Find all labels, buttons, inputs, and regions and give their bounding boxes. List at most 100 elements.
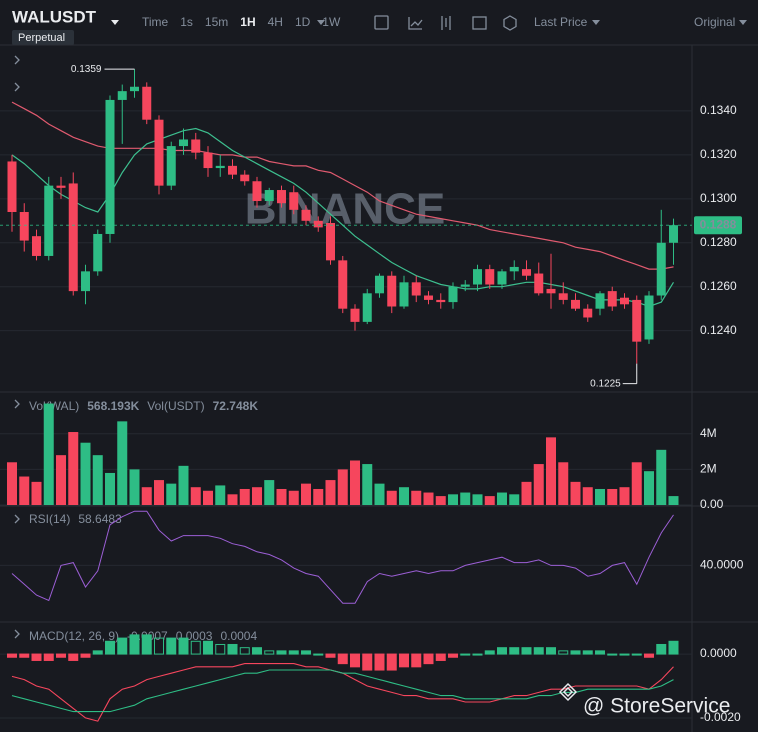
price-type-dropdown[interactable]: [592, 20, 600, 25]
candle-body: [571, 299, 580, 309]
macd-histogram: [644, 653, 654, 658]
more-dropdown[interactable]: [317, 20, 325, 25]
candle-body: [154, 119, 164, 186]
candle-body: [166, 146, 176, 186]
macd-histogram: [435, 653, 446, 661]
candle-body: [68, 183, 78, 292]
volume-bar: [56, 455, 66, 505]
macd-histogram: [386, 653, 397, 671]
price-type[interactable]: Last Price: [534, 15, 588, 29]
macd-histogram: [129, 634, 140, 655]
view-dropdown[interactable]: [739, 20, 747, 25]
candle-body: [240, 174, 250, 182]
footer-watermark: @ StoreService: [583, 695, 730, 718]
interval-tab[interactable]: 1W: [322, 15, 341, 29]
layout-icon[interactable]: [472, 16, 487, 30]
candle-body: [130, 86, 139, 92]
candle-body: [313, 220, 323, 228]
candle-body: [436, 299, 446, 303]
view-mode[interactable]: Original: [694, 15, 735, 29]
interval-tab[interactable]: 1s: [180, 15, 193, 29]
volume-bar: [252, 487, 262, 505]
macd-histogram: [325, 653, 336, 658]
interval-tab[interactable]: 1D: [295, 15, 311, 29]
calendar-icon[interactable]: [374, 15, 389, 30]
volume-bar: [166, 483, 177, 505]
candle-body: [595, 293, 605, 309]
macd-histogram: [166, 637, 177, 655]
toolbar: Time 1s 15m 1H 4H 1D 1W: [142, 15, 341, 29]
volume-bar: [656, 449, 667, 505]
watermark: BINANCE: [245, 185, 445, 234]
candle-body: [228, 165, 237, 175]
symbol[interactable]: WALUSDT: [12, 7, 97, 26]
candle-body: [362, 293, 372, 322]
macd-histogram: [607, 653, 618, 656]
volume-bar: [435, 496, 446, 505]
line: [11, 101, 674, 270]
candle-body: [105, 99, 115, 234]
indicator-icon[interactable]: [408, 17, 423, 30]
candle-body: [326, 222, 335, 261]
candle-body: [607, 291, 617, 307]
volume-bar: [472, 494, 483, 505]
interval-tab[interactable]: 4H: [268, 15, 283, 29]
macd-histogram: [668, 640, 679, 655]
macd-histogram: [252, 647, 262, 655]
interval-tab[interactable]: 15m: [205, 15, 228, 29]
macd-histogram: [80, 653, 91, 658]
volume-bar: [105, 472, 115, 505]
panel-toggles[interactable]: [14, 399, 20, 639]
macd-histogram: [399, 653, 409, 668]
expand-arrows[interactable]: [14, 55, 20, 92]
y-tick-label: 0.1320: [700, 147, 737, 161]
last-price-label: 0.1288: [700, 217, 737, 231]
macd-histogram: [68, 653, 79, 661]
macd-histogram: [7, 653, 17, 658]
interval-tab[interactable]: Time: [142, 15, 169, 29]
volume-bar: [497, 492, 507, 505]
macd-histogram: [656, 643, 667, 655]
candle-icon[interactable]: [441, 16, 451, 30]
symbol-dropdown[interactable]: [111, 20, 119, 25]
settings-icon[interactable]: [503, 15, 517, 31]
candle-body: [19, 212, 29, 241]
candle-body: [81, 271, 90, 292]
candle-body: [509, 266, 519, 272]
y-tick-label: 0.0000: [700, 646, 737, 660]
legend-text: 0.0004: [220, 629, 257, 643]
legend-text: MACD(12, 26, 9): [29, 629, 119, 643]
candle-body: [289, 192, 299, 210]
macd-histogram: [631, 653, 642, 656]
macd-histogram: [337, 653, 348, 665]
candle-body: [546, 288, 556, 294]
volume-bar: [374, 483, 385, 505]
volume-bar: [631, 462, 642, 505]
volume-bar: [325, 480, 336, 505]
macd-histogram: [558, 650, 569, 655]
candle-body: [669, 225, 678, 243]
candle-body: [424, 295, 433, 300]
volume-bar: [411, 490, 422, 505]
volume-bar: [141, 487, 152, 505]
legend-text: 568.193K: [87, 399, 139, 413]
macd-histogram: [460, 653, 471, 656]
volume-bar: [423, 492, 434, 505]
candle-body: [44, 185, 54, 256]
volume-bar: [239, 488, 250, 505]
macd-histogram: [350, 653, 360, 668]
y-tick-label: 0.1340: [700, 103, 737, 117]
candle-body: [497, 271, 507, 285]
volume-bar: [362, 464, 373, 505]
interval-tab[interactable]: 1H: [240, 15, 255, 29]
volume-bar: [644, 471, 654, 505]
candle-body: [448, 286, 458, 303]
volume-bar: [533, 464, 544, 505]
macd-histogram: [484, 650, 495, 655]
volume-bar: [129, 469, 140, 505]
candle-body: [583, 308, 593, 318]
line: [11, 669, 674, 713]
macd-histogram: [472, 653, 483, 656]
